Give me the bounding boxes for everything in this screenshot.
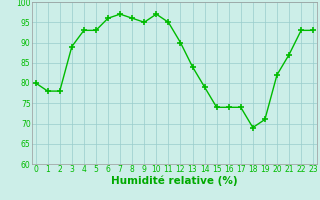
- X-axis label: Humidité relative (%): Humidité relative (%): [111, 176, 238, 186]
